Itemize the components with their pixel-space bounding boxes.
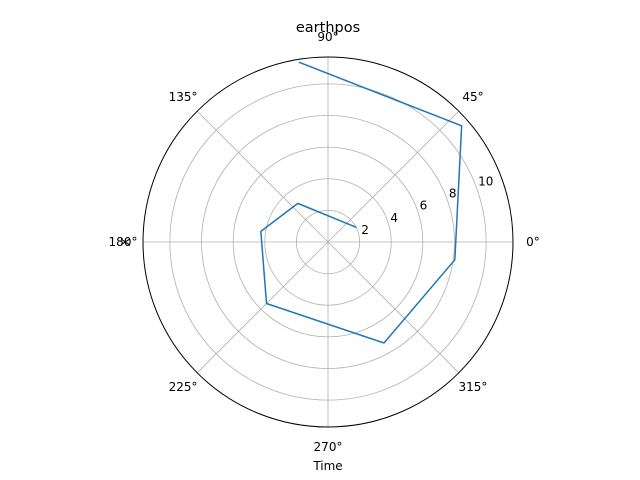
- x-axis-label: Time: [312, 459, 342, 473]
- r-tick-label: 8: [449, 187, 457, 201]
- r-tick-label: 2: [361, 223, 369, 237]
- r-tick-label: 6: [420, 199, 428, 213]
- theta-gridline-225: [196, 241, 329, 374]
- theta-gridline-315: [327, 241, 460, 374]
- theta-gridline-135: [196, 110, 329, 243]
- polar-frame: [142, 56, 514, 428]
- series-line-0: [260, 61, 463, 344]
- r-tick-label: 4: [390, 211, 398, 225]
- data-series: [260, 61, 463, 344]
- theta-tick-label: 90°: [317, 30, 338, 44]
- polar-grid: [143, 57, 513, 427]
- theta-tick-label: 180°: [109, 235, 138, 249]
- theta-tick-label: 225°: [169, 380, 198, 394]
- tick-labels: 2 4 6 8 10 0° 45° 90° 135° 180° 225° 270° 315°: [109, 30, 540, 454]
- r-tick-label: 10: [478, 174, 493, 188]
- theta-tick-label: 315°: [459, 380, 488, 394]
- y-axis-label: X: [119, 238, 133, 246]
- theta-gridline-45: [327, 110, 460, 243]
- theta-tick-label: 0°: [526, 235, 540, 249]
- chart-title: earthpos: [296, 20, 360, 36]
- theta-tick-label: 270°: [314, 440, 343, 454]
- theta-tick-label: 135°: [169, 90, 198, 104]
- theta-tick-label: 45°: [462, 90, 483, 104]
